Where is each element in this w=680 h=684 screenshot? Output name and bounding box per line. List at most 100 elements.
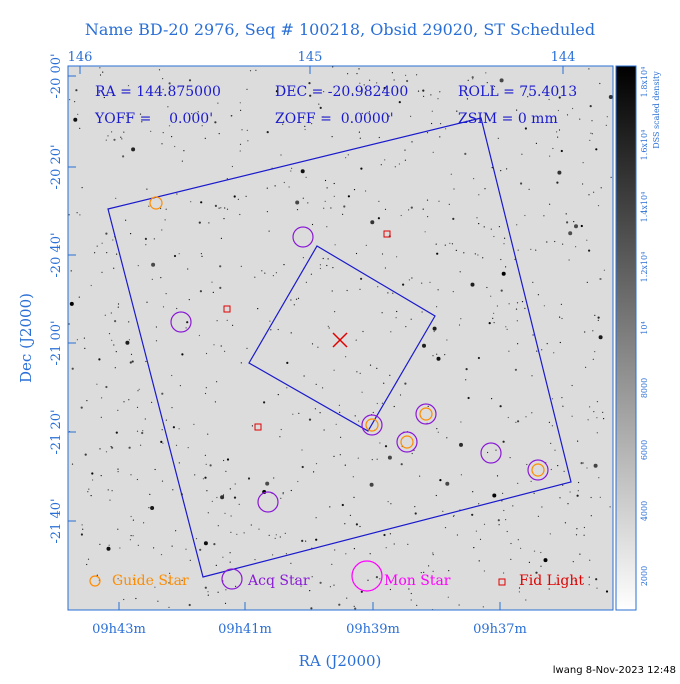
star-dot xyxy=(155,340,158,342)
star-dot xyxy=(135,597,137,600)
star-dot xyxy=(379,442,381,444)
star-dot xyxy=(361,112,363,114)
star-dot xyxy=(574,580,576,582)
star-dot xyxy=(80,533,83,536)
star-dot xyxy=(479,538,482,541)
star-dot xyxy=(101,242,103,244)
colorbar-tick-label: 1.2x10⁴ xyxy=(640,252,649,283)
star-dot xyxy=(86,400,88,402)
star-dot xyxy=(144,418,146,420)
star-dot xyxy=(113,344,115,346)
star-dot xyxy=(360,590,363,593)
star-dot xyxy=(414,506,416,508)
star-dot xyxy=(436,428,438,430)
star-dot xyxy=(217,525,219,527)
star-dot xyxy=(233,496,237,499)
fid-light xyxy=(383,230,391,238)
left-tick-label: -20 20' xyxy=(49,144,64,189)
star-dot xyxy=(327,325,329,327)
star-dot xyxy=(115,431,118,434)
star-dot xyxy=(319,267,321,270)
star-dot xyxy=(275,534,277,536)
star-dot xyxy=(132,535,134,537)
star-dot xyxy=(590,515,592,517)
star-dot xyxy=(516,320,518,322)
star-dot xyxy=(193,423,195,425)
star-dot xyxy=(179,385,181,387)
star-dot xyxy=(102,71,104,73)
star-dot xyxy=(516,109,518,111)
star-dot xyxy=(250,524,252,526)
star-dot xyxy=(175,530,177,532)
star-dot xyxy=(140,444,142,446)
star-dot xyxy=(280,428,282,431)
star-dot xyxy=(442,510,444,512)
star-dot xyxy=(530,248,532,250)
star-dot xyxy=(404,382,407,385)
star-dot xyxy=(346,597,348,599)
star-dot xyxy=(127,85,130,87)
star-dot xyxy=(128,399,130,401)
star-dot xyxy=(389,533,391,535)
star-dot xyxy=(516,224,518,226)
star-dot xyxy=(359,372,361,374)
star-dot xyxy=(414,512,417,515)
star-dot xyxy=(501,271,506,276)
star-dot xyxy=(162,442,164,444)
star-dot xyxy=(270,329,272,331)
star-dot xyxy=(266,131,269,134)
star-dot xyxy=(439,479,442,482)
star-dot xyxy=(554,449,556,451)
star-dot xyxy=(169,572,171,574)
star-dot xyxy=(554,240,556,243)
star-dot xyxy=(319,412,321,414)
star-dot xyxy=(239,143,242,145)
colorbar-tick-label: 1.6x10⁴ xyxy=(640,130,649,161)
star-dot xyxy=(407,543,409,545)
star-dot xyxy=(334,311,336,313)
star-dot xyxy=(356,73,358,75)
star-dot xyxy=(229,561,231,563)
star-dot xyxy=(141,431,144,435)
star-dot xyxy=(473,178,475,180)
star-dot xyxy=(216,381,218,383)
star-dot xyxy=(214,401,216,403)
star-dot xyxy=(576,528,578,530)
star-dot xyxy=(599,496,601,498)
legend-acq-icon xyxy=(221,568,243,590)
star-dot xyxy=(499,405,502,408)
star-dot xyxy=(154,468,156,471)
star-dot xyxy=(235,585,237,587)
star-dot xyxy=(370,220,375,225)
star-dot xyxy=(565,213,567,215)
star-dot xyxy=(171,374,173,377)
star-dot xyxy=(113,138,116,141)
chart-title: Name BD-20 2976, Seq # 100218, Obsid 290… xyxy=(85,20,595,39)
star-dot xyxy=(96,383,98,385)
star-dot xyxy=(464,152,467,155)
star-dot xyxy=(111,131,113,133)
star-dot xyxy=(213,543,216,546)
star-dot xyxy=(178,428,180,430)
star-dot xyxy=(478,503,480,505)
star-dot xyxy=(128,446,131,449)
star-dot xyxy=(392,292,394,294)
star-dot xyxy=(566,114,569,116)
star-dot xyxy=(319,264,321,266)
star-dot xyxy=(566,221,569,224)
star-dot xyxy=(181,160,183,162)
star-dot xyxy=(117,468,119,470)
star-dot xyxy=(230,515,232,517)
star-dot xyxy=(606,116,608,118)
star-dot xyxy=(305,281,307,283)
star-dot xyxy=(263,401,266,404)
star-dot xyxy=(541,349,543,351)
sky-image xyxy=(68,66,613,610)
star-dot xyxy=(390,503,392,505)
star-dot xyxy=(383,382,385,384)
star-dot xyxy=(597,319,599,321)
star-dot xyxy=(498,226,500,228)
colorbar-tick-label: 1.4x10⁴ xyxy=(640,192,649,223)
star-dot xyxy=(106,546,111,551)
